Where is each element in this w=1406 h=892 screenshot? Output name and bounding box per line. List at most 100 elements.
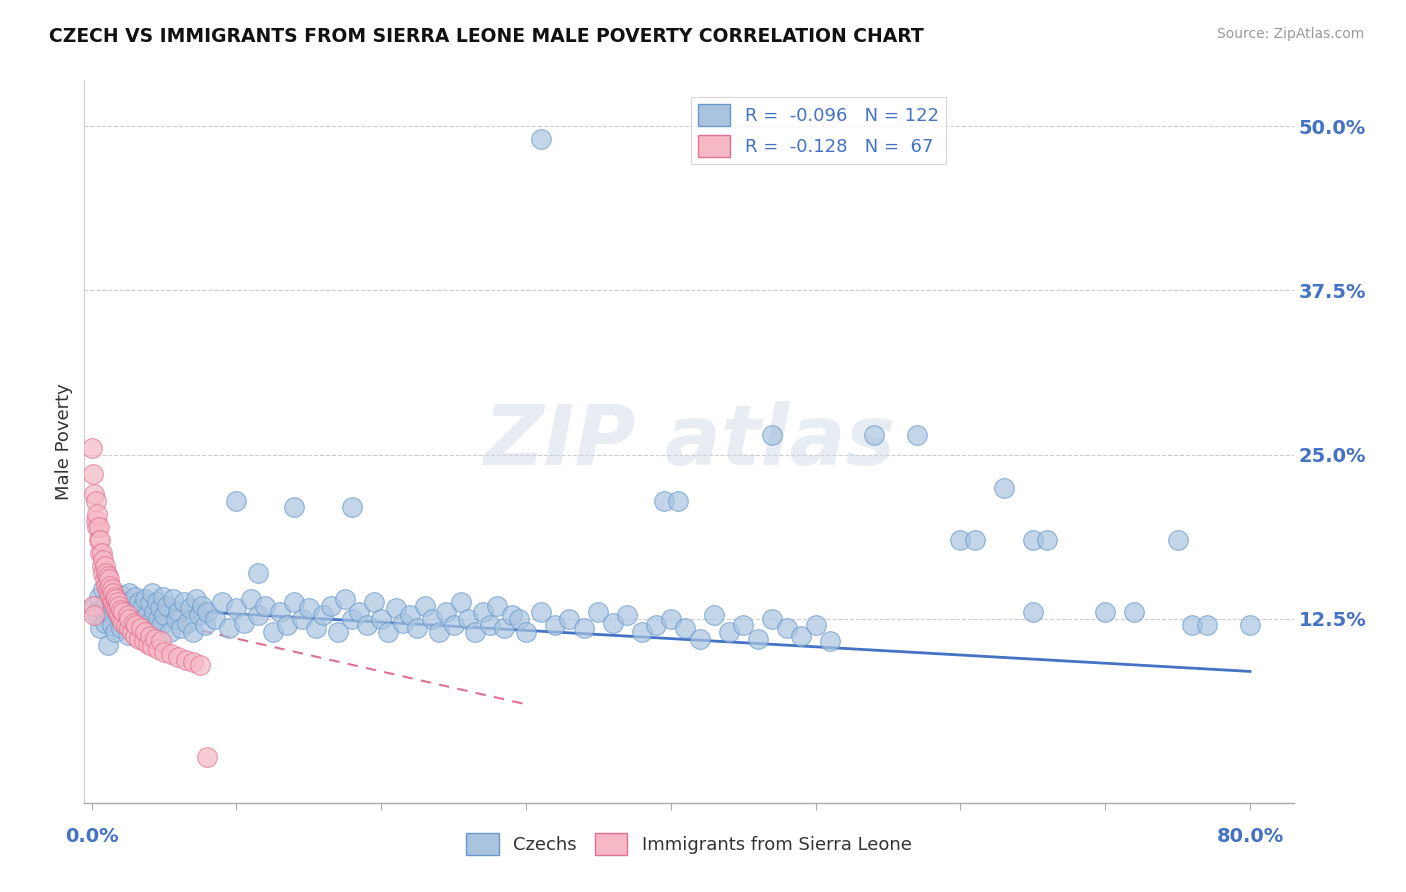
Point xyxy=(82,467,104,482)
Point xyxy=(87,520,110,534)
Point xyxy=(717,625,740,640)
Point xyxy=(148,642,170,657)
Point xyxy=(94,579,117,593)
Point xyxy=(124,590,146,604)
Text: CZECH VS IMMIGRANTS FROM SIERRA LEONE MALE POVERTY CORRELATION CHART: CZECH VS IMMIGRANTS FROM SIERRA LEONE MA… xyxy=(49,27,924,45)
Point xyxy=(122,618,145,632)
Point xyxy=(110,621,132,635)
Point xyxy=(399,607,422,622)
Point xyxy=(93,559,115,574)
Point xyxy=(283,595,305,609)
Point xyxy=(105,592,128,607)
Point xyxy=(247,566,270,580)
Point xyxy=(112,605,135,619)
Point xyxy=(87,533,110,547)
Point xyxy=(558,612,581,626)
Point xyxy=(91,566,114,580)
Point xyxy=(1022,605,1045,619)
Point xyxy=(118,585,141,599)
Point xyxy=(176,615,198,630)
Point xyxy=(90,603,112,617)
Point xyxy=(82,599,104,613)
Point xyxy=(96,638,118,652)
Point xyxy=(1239,618,1261,632)
Point xyxy=(138,629,160,643)
Point xyxy=(150,618,173,632)
Point xyxy=(89,621,111,635)
Point xyxy=(1123,605,1146,619)
Point xyxy=(167,605,190,619)
Point xyxy=(132,634,155,648)
Point xyxy=(370,612,392,626)
Point xyxy=(298,601,321,615)
Point xyxy=(108,607,131,622)
Point xyxy=(103,595,125,609)
Point xyxy=(963,533,986,547)
Point xyxy=(193,618,215,632)
Point xyxy=(127,621,149,635)
Point xyxy=(128,595,150,609)
Point xyxy=(790,629,813,643)
Point xyxy=(89,533,111,547)
Point xyxy=(83,599,105,613)
Point xyxy=(602,615,624,630)
Point xyxy=(115,595,138,609)
Point xyxy=(108,599,131,613)
Point xyxy=(143,632,166,646)
Point xyxy=(124,629,146,643)
Point xyxy=(1022,533,1045,547)
Point xyxy=(93,615,115,630)
Point xyxy=(689,632,711,646)
Point xyxy=(84,513,107,527)
Point xyxy=(91,582,114,596)
Point xyxy=(89,546,111,560)
Point xyxy=(862,428,884,442)
Point xyxy=(1094,605,1116,619)
Point xyxy=(118,621,141,635)
Point xyxy=(486,599,509,613)
Point xyxy=(122,615,145,630)
Point xyxy=(167,650,190,665)
Point xyxy=(761,428,783,442)
Point xyxy=(101,592,124,607)
Point xyxy=(776,621,799,635)
Point xyxy=(86,520,108,534)
Point xyxy=(232,615,254,630)
Point xyxy=(319,599,342,613)
Point xyxy=(104,625,127,640)
Point xyxy=(631,625,654,640)
Point xyxy=(349,605,371,619)
Point xyxy=(254,599,277,613)
Y-axis label: Male Poverty: Male Poverty xyxy=(55,384,73,500)
Point xyxy=(204,612,226,626)
Point xyxy=(129,612,152,626)
Point xyxy=(117,607,139,622)
Point xyxy=(125,605,148,619)
Point xyxy=(115,618,138,632)
Point xyxy=(443,618,465,632)
Point xyxy=(616,607,638,622)
Point xyxy=(747,632,769,646)
Point xyxy=(94,566,117,580)
Point xyxy=(101,582,124,596)
Point xyxy=(145,595,167,609)
Point xyxy=(363,595,385,609)
Point xyxy=(464,625,486,640)
Point xyxy=(993,481,1015,495)
Point xyxy=(112,615,135,630)
Point xyxy=(91,553,114,567)
Point xyxy=(98,585,121,599)
Point xyxy=(142,605,165,619)
Point xyxy=(333,592,356,607)
Point xyxy=(160,648,183,662)
Point xyxy=(132,625,155,640)
Point xyxy=(104,599,127,613)
Point xyxy=(100,590,122,604)
Point xyxy=(90,546,112,560)
Point xyxy=(104,590,127,604)
Point xyxy=(135,607,157,622)
Point xyxy=(125,618,148,632)
Point xyxy=(120,607,142,622)
Point xyxy=(184,592,207,607)
Point xyxy=(117,627,139,641)
